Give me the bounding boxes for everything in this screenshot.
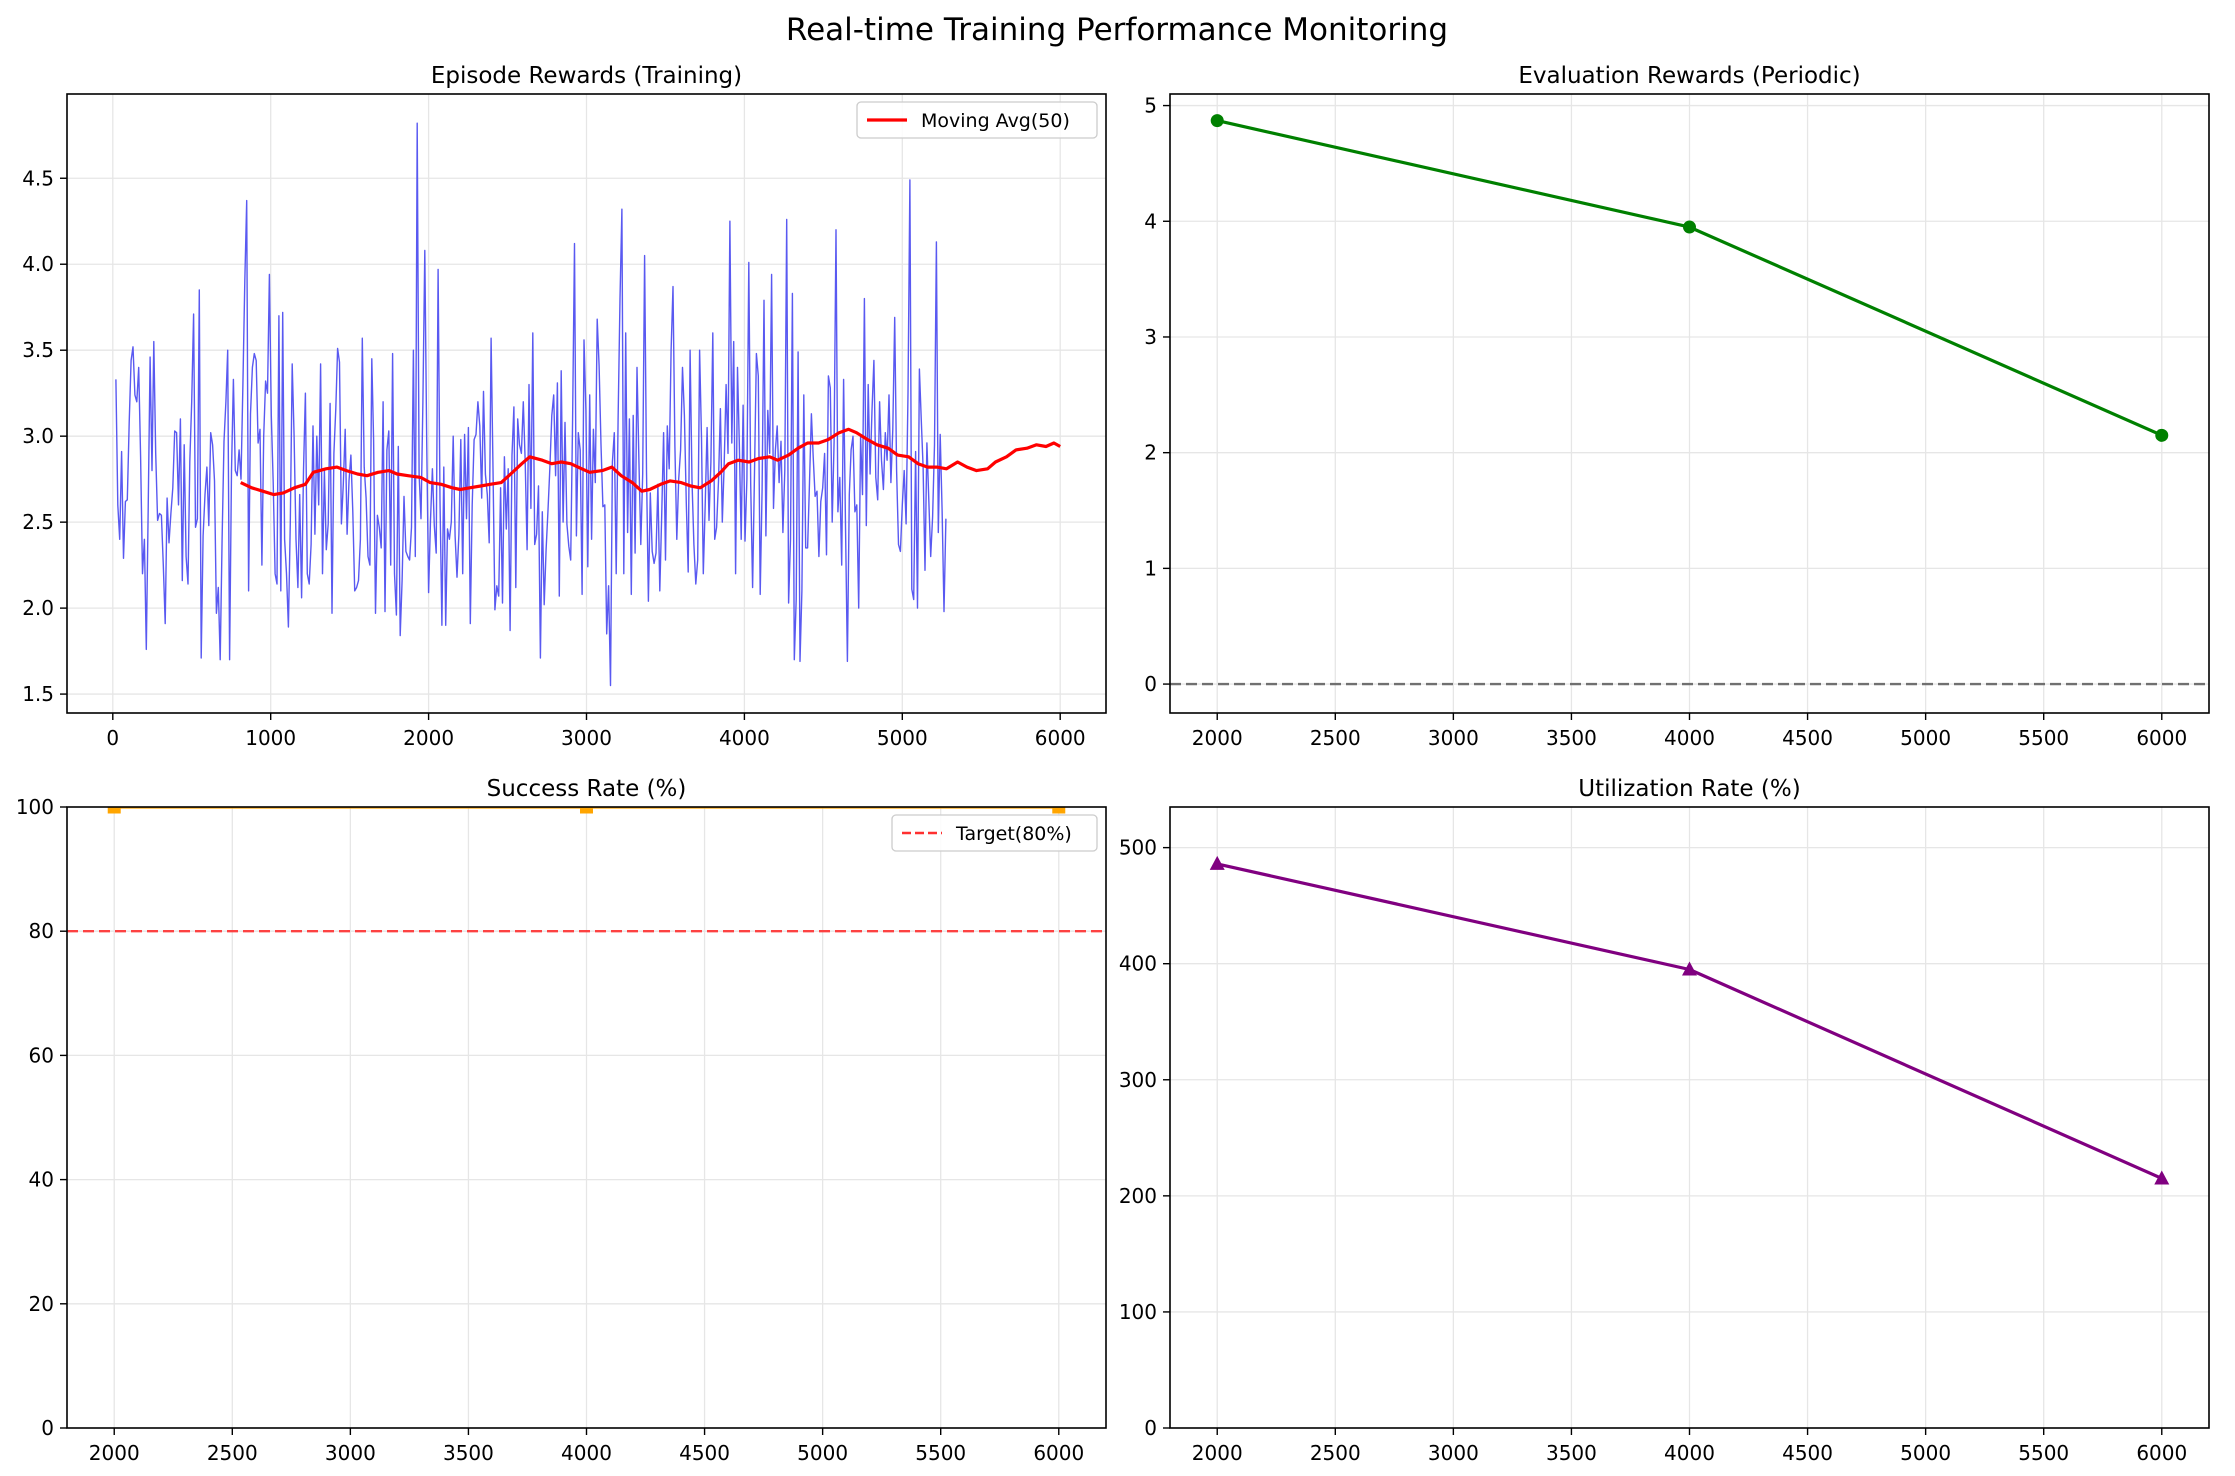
grid-lines bbox=[67, 94, 1106, 713]
y-tick-label: 4 bbox=[1144, 209, 1157, 233]
series-line-raw bbox=[115, 122, 947, 687]
y-tick-label: 2.0 bbox=[22, 596, 54, 620]
evaluation-rewards-chart: 2000 2500 3000 3500 4000 4500 5000 5500 6000 0 1 2 3… bbox=[1144, 63, 2210, 750]
data-point bbox=[2154, 1170, 2170, 1185]
x-tick-label: 2500 bbox=[1310, 726, 1361, 750]
legend: Target(80%) bbox=[891, 814, 1098, 852]
y-tick-label: 2.5 bbox=[22, 510, 54, 534]
grid-lines bbox=[1170, 807, 2209, 1429]
x-tick-label: 5500 bbox=[2018, 1441, 2069, 1465]
data-point bbox=[1209, 855, 1225, 870]
data-point bbox=[107, 807, 121, 814]
y-tick-label: 500 bbox=[1119, 836, 1157, 860]
x-tick-label: 3000 bbox=[1428, 726, 1479, 750]
success-rate-chart: 2000 2500 3000 3500 4000 4500 5000 5500 6000 0 20 4… bbox=[16, 776, 1107, 1465]
data-point bbox=[1683, 220, 1696, 234]
x-tick-label: 2000 bbox=[1192, 726, 1243, 750]
x-tick-label: 4500 bbox=[1782, 1441, 1833, 1465]
x-tick-label: 5500 bbox=[2018, 726, 2069, 750]
y-tick-label: 2 bbox=[1144, 441, 1157, 465]
data-point bbox=[1210, 114, 1224, 128]
series-line-ma bbox=[240, 427, 1061, 497]
y-tick-label: 0 bbox=[41, 1416, 54, 1440]
y-tick-label: 1.5 bbox=[22, 682, 54, 706]
chart-title: Episode Rewards (Training) bbox=[431, 63, 742, 89]
legend-label: Moving Avg(50) bbox=[921, 110, 1070, 132]
legend: Moving Avg(50) bbox=[856, 101, 1098, 139]
y-tick-label: 4.5 bbox=[22, 166, 54, 190]
y-tick-label: 80 bbox=[29, 919, 54, 943]
data-point bbox=[1682, 961, 1697, 976]
x-tick-label: 4000 bbox=[561, 1441, 612, 1465]
x-tick-label: 3000 bbox=[561, 726, 612, 750]
x-tick-label: 0 bbox=[106, 726, 119, 750]
y-tick-label: 4.0 bbox=[22, 252, 54, 276]
x-tick-label: 5000 bbox=[877, 726, 928, 750]
chart-title: Success Rate (%) bbox=[487, 776, 687, 802]
legend-box bbox=[891, 814, 1098, 852]
x-tick-label: 1000 bbox=[245, 726, 296, 750]
y-tick-label: 3.5 bbox=[22, 338, 54, 362]
episode-rewards-chart: 0 1000 2000 3000 4000 5000 6000 1.5 2.0 2.5 3.0 3.5… bbox=[22, 63, 1107, 750]
x-tick-label: 4500 bbox=[679, 1441, 730, 1465]
y-tick-label: 100 bbox=[1119, 1300, 1157, 1324]
x-tick-label: 5000 bbox=[797, 1441, 848, 1465]
y-tick-label: 40 bbox=[29, 1168, 54, 1192]
plot-area bbox=[1210, 114, 2169, 442]
x-tick-label: 3500 bbox=[1546, 726, 1597, 750]
y-tick-label: 5 bbox=[1144, 94, 1157, 118]
grid-lines bbox=[67, 806, 1106, 1429]
x-tick-label: 6000 bbox=[2136, 726, 2187, 750]
y-tick-label: 400 bbox=[1119, 952, 1157, 976]
x-tick-label: 4000 bbox=[719, 726, 770, 750]
x-tick-label: 3500 bbox=[443, 1441, 494, 1465]
utilization-rate-chart: 2000 2500 3000 3500 4000 4500 5000 5500 6000 0 100… bbox=[1119, 776, 2210, 1465]
x-tick-label: 3000 bbox=[1428, 1441, 1479, 1465]
figure-title: Real-time Training Performance Monitorin… bbox=[786, 12, 1448, 48]
data-point bbox=[2155, 428, 2169, 442]
x-tick-label: 5500 bbox=[915, 1441, 966, 1465]
data-point bbox=[580, 807, 593, 814]
x-tick-label: 6000 bbox=[1035, 726, 1086, 750]
y-tick-label: 300 bbox=[1119, 1068, 1157, 1092]
x-tick-label: 4000 bbox=[1664, 726, 1715, 750]
x-tick-label: 3500 bbox=[1546, 1441, 1597, 1465]
x-tick-label: 2500 bbox=[207, 1441, 258, 1465]
x-tick-label: 5000 bbox=[1900, 1441, 1951, 1465]
x-tick-label: 5000 bbox=[1900, 726, 1951, 750]
y-tick-label: 0 bbox=[1144, 1416, 1157, 1440]
chart-title: Utilization Rate (%) bbox=[1578, 776, 1800, 802]
x-tick-label: 2000 bbox=[1192, 1441, 1243, 1465]
y-tick-label: 1 bbox=[1144, 556, 1157, 580]
x-tick-label: 4000 bbox=[1664, 1441, 1715, 1465]
plot-area bbox=[1209, 855, 2170, 1185]
y-tick-label: 0 bbox=[1144, 672, 1157, 696]
y-tick-label: 20 bbox=[29, 1292, 54, 1316]
x-tick-label: 2000 bbox=[403, 726, 454, 750]
x-tick-label: 6000 bbox=[2136, 1441, 2187, 1465]
legend-box bbox=[856, 101, 1098, 139]
y-tick-label: 100 bbox=[16, 795, 54, 819]
x-tick-label: 2000 bbox=[89, 1441, 140, 1465]
x-tick-label: 4500 bbox=[1782, 726, 1833, 750]
grid-lines bbox=[1170, 94, 2209, 713]
x-tick-label: 6000 bbox=[1033, 1441, 1084, 1465]
chart-title: Evaluation Rewards (Periodic) bbox=[1518, 63, 1860, 89]
plot-area bbox=[107, 807, 1066, 814]
plot-area bbox=[115, 122, 1061, 687]
y-tick-label: 200 bbox=[1119, 1184, 1157, 1208]
y-tick-label: 3 bbox=[1144, 325, 1157, 349]
x-tick-label: 3000 bbox=[325, 1441, 376, 1465]
legend-label: Target(80%) bbox=[955, 823, 1072, 845]
y-tick-label: 60 bbox=[29, 1043, 54, 1067]
y-tick-label: 3.0 bbox=[22, 424, 54, 448]
x-tick-label: 2500 bbox=[1310, 1441, 1361, 1465]
data-point bbox=[1052, 807, 1066, 814]
